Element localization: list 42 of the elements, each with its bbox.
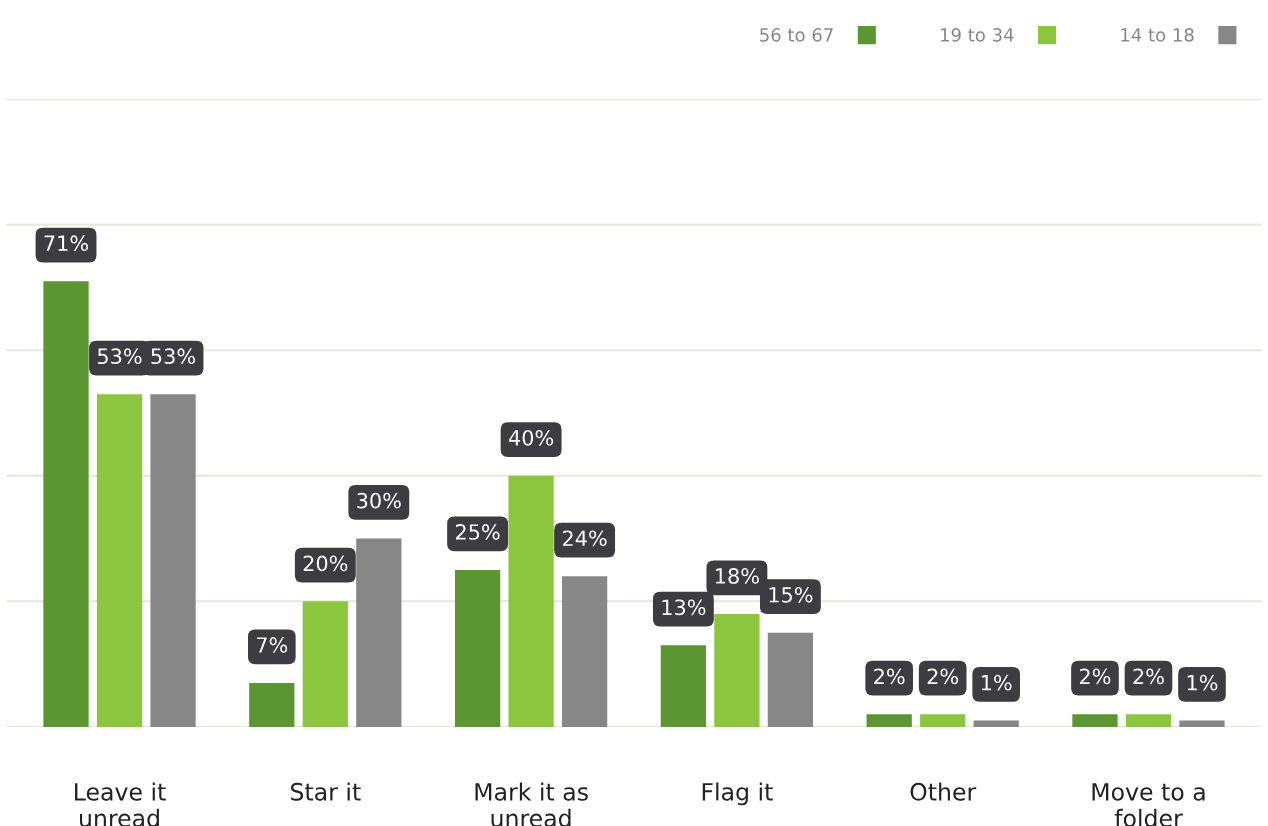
x-tick-label: Star it xyxy=(291,782,361,801)
bar xyxy=(660,645,707,727)
legend-label: 19 to 34 xyxy=(941,28,1014,42)
data-label: 18% xyxy=(716,568,759,584)
bar xyxy=(356,538,402,727)
bar xyxy=(767,632,814,727)
bar xyxy=(973,720,1019,727)
data-label: 71% xyxy=(44,235,89,252)
bar xyxy=(43,281,89,727)
data-label: 24% xyxy=(562,530,607,547)
legend-label: 14 to 18 xyxy=(1121,28,1194,42)
data-label: 1% xyxy=(981,674,1012,691)
bar xyxy=(714,613,760,727)
legend-label: 56 to 67 xyxy=(760,28,833,42)
bar xyxy=(1179,720,1225,727)
data-label: 2% xyxy=(1079,668,1111,685)
data-label: 53% xyxy=(151,348,196,365)
bar xyxy=(454,569,501,727)
bar xyxy=(249,682,295,727)
data-label: 15% xyxy=(769,586,813,603)
data-label: 40% xyxy=(508,429,554,446)
data-label: 1% xyxy=(1187,674,1218,691)
x-tick-label: Flag it xyxy=(702,782,773,806)
data-label: 30% xyxy=(357,492,401,509)
data-label: 13% xyxy=(662,599,706,616)
bar xyxy=(150,394,196,727)
bar xyxy=(302,601,348,727)
bar xyxy=(96,394,143,727)
bar xyxy=(1072,714,1118,727)
data-label: 2% xyxy=(874,668,905,685)
data-label: 2% xyxy=(1133,668,1164,685)
bar xyxy=(866,714,912,727)
bar xyxy=(1125,714,1172,727)
data-label: 25% xyxy=(455,524,500,540)
data-label: 53% xyxy=(97,348,142,365)
data-label: 2% xyxy=(927,668,959,685)
data-label: 20% xyxy=(303,555,348,572)
x-tick-label: Other xyxy=(910,782,977,801)
bar xyxy=(920,714,966,727)
bar xyxy=(508,475,554,727)
bar xyxy=(561,576,608,727)
data-label: 7% xyxy=(256,637,288,653)
